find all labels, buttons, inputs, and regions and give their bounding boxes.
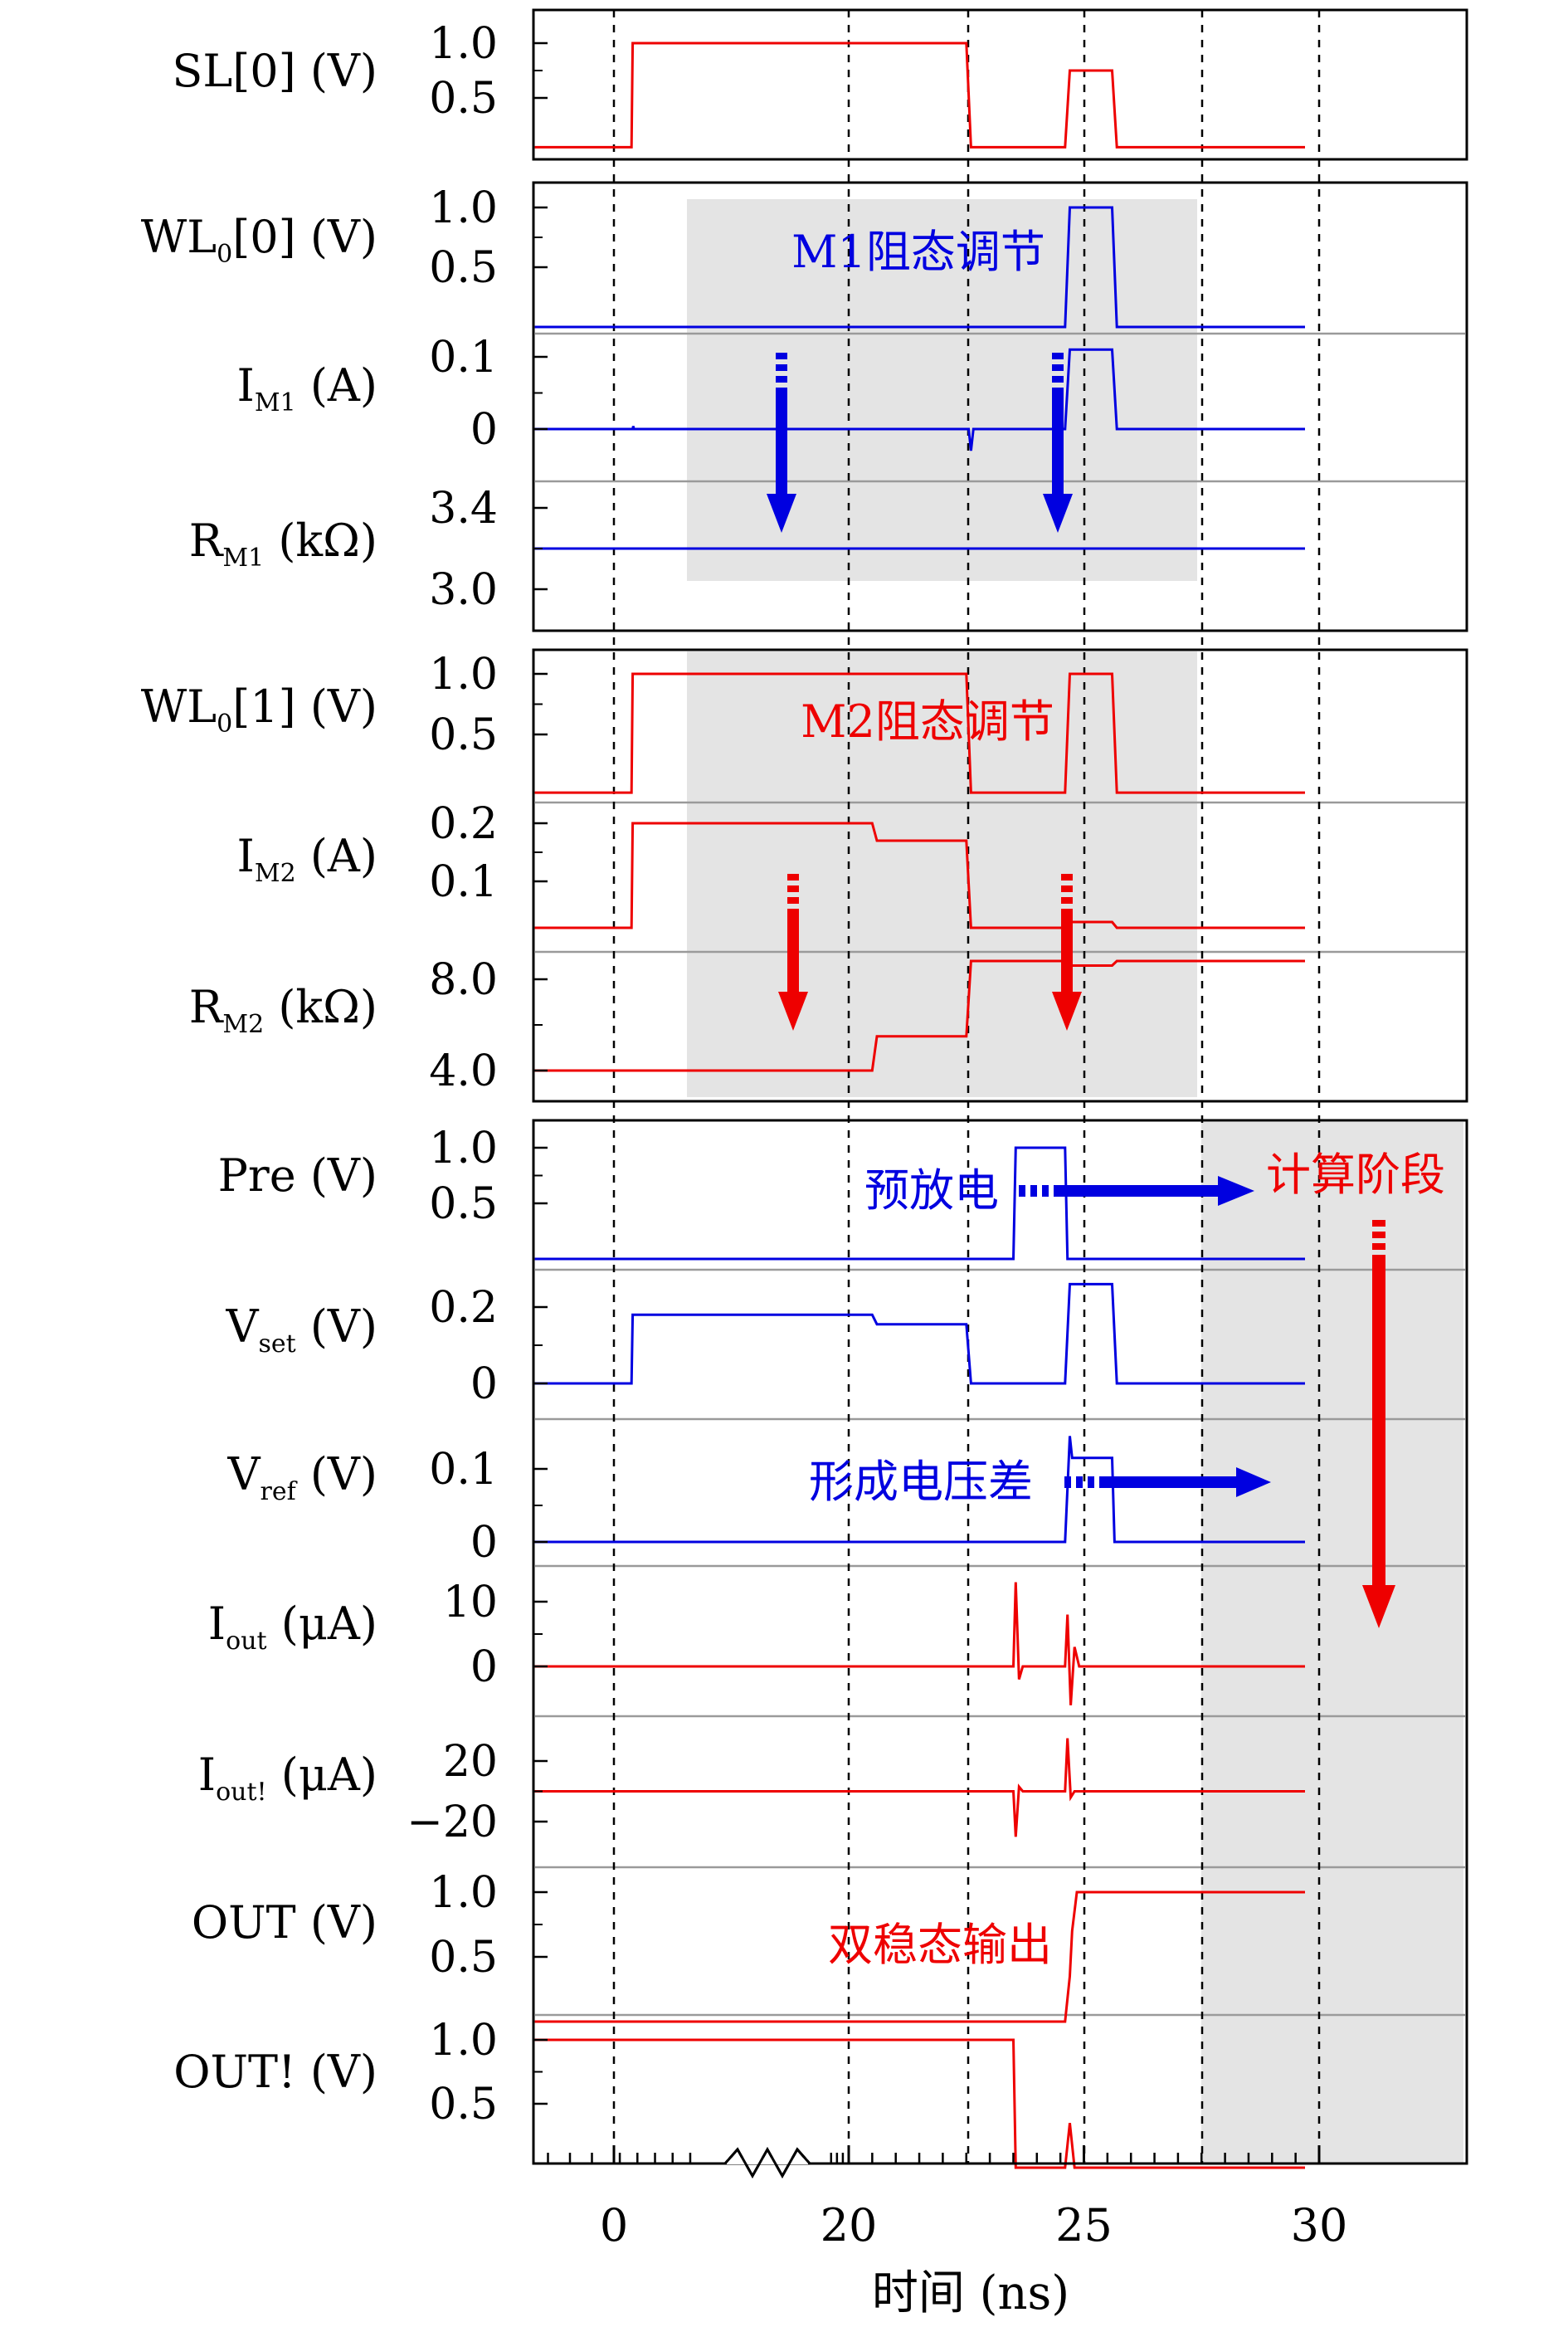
y-tick-label: 0.5 [429,1179,498,1229]
annotation-bistable: 双稳态输出 [828,1919,1052,1971]
m1-arrow-left [767,353,796,533]
annotation-voltage-diff: 形成电压差 [809,1456,1033,1508]
signal-label-5: IM2 (A) [237,830,377,888]
trace-2 [534,348,1305,451]
trace-8 [534,1282,1305,1385]
annotation-m1: M1阻态调节 [791,226,1045,278]
y-tick-label: 0.5 [429,1933,498,1983]
panel-sl [532,8,1468,161]
shade-m2-region [687,651,1197,1097]
shade-m1-region [687,199,1197,581]
signal-label-6: RM2 (kΩ) [189,981,377,1039]
signal-label-4: WL0[1] (V) [141,681,377,739]
y-tick-label: 0 [470,1642,498,1692]
m2-arrow-right [1052,874,1082,1031]
y-tick-label: 4.0 [429,1046,498,1096]
x-axis-label: 时间 (ns) [872,2266,1069,2320]
shaded-regions [687,199,1463,2164]
signal-label-2: IM1 (A) [237,359,377,417]
y-ticks: 1.00.51.00.50.103.43.01.00.50.20.18.04.0… [407,19,548,2129]
trace-7 [534,1146,1305,1261]
annotation-precharge: 预放电 [864,1164,999,1217]
y-tick-label: 1.0 [429,2016,498,2066]
y-tick-label: 1.0 [429,19,498,69]
signal-label-7: Pre (V) [218,1149,377,1202]
panel-compute [532,1119,1468,2165]
signal-label-0: SL[0] (V) [172,45,377,97]
signal-label-1: WL0[0] (V) [141,211,377,269]
annotation-m2: M2阻态调节 [801,695,1054,748]
y-tick-label: 0.2 [429,799,498,849]
y-tick-label: 1.0 [429,1868,498,1918]
y-tick-label: 0 [470,1518,498,1568]
y-tick-label: 0.5 [429,710,498,760]
trace-9 [534,1436,1305,1544]
y-tick-label: 10 [443,1578,498,1627]
y-tick-label: 0.2 [429,1283,498,1333]
panel-m1 [532,181,1468,632]
precharge-arrow [1019,1176,1254,1206]
compute-arrow [1362,1220,1395,1628]
signal-label-10: Iout (μA) [208,1598,377,1656]
signal-label-13: OUT! (V) [173,2046,377,2098]
trace-6 [534,959,1305,1072]
y-tick-label: 20 [443,1737,498,1787]
annotation-compute: 计算阶段 [1266,1149,1445,1201]
y-tick-label: 0.5 [429,74,498,124]
trace-13 [534,2038,1305,2169]
y-tick-label: 0.1 [429,857,498,907]
reference-lines [612,10,1321,2164]
trace-12 [534,1890,1305,2023]
signal-label-8: Vset (V) [225,1300,377,1359]
voltage-diff-arrow [1064,1467,1271,1497]
y-tick-label: 0 [470,1359,498,1409]
signal-label-11: Iout! (μA) [198,1749,377,1807]
track-separators [535,332,1465,2017]
y-tick-label: 0.5 [429,243,498,293]
y-tick-label: 1.0 [429,650,498,700]
y-tick-label: −20 [407,1798,498,1847]
x-tick-label: 20 [821,2199,878,2251]
x-tick-label: 25 [1055,2199,1113,2251]
panel-frames [532,8,1468,2165]
signal-label-3: RM1 (kΩ) [189,515,377,573]
signal-labels: SL[0] (V) WL0[0] (V) IM1 (A) RM1 (kΩ) WL0[1]… [141,45,377,2098]
signal-label-12: OUT (V) [192,1896,377,1949]
annotation-texts: M1阻态调节 M2阻态调节 预放电 计算阶段 形成电压差 双稳态输出 [791,226,1445,1971]
trace-4 [534,672,1305,794]
y-tick-label: 1.0 [429,1124,498,1173]
y-tick-label: 1.0 [429,183,498,233]
x-tick-label: 0 [600,2199,628,2251]
shade-compute-region [1201,1122,1463,2164]
x-tick-label: 30 [1291,2199,1348,2251]
trace-11 [534,1738,1305,1837]
signal-traces [534,41,1305,2169]
y-tick-label: 0.5 [429,2080,498,2129]
trace-1 [534,206,1305,329]
y-tick-label: 3.0 [429,565,498,615]
trace-10 [534,1582,1305,1705]
axis-break-gap [727,2158,808,2164]
m2-arrow-left [778,874,808,1031]
x-axis: 0 20 25 30 时间 (ns) [547,2145,1348,2320]
y-tick-label: 3.4 [429,484,498,534]
trace-0 [534,41,1305,149]
y-tick-label: 8.0 [429,955,498,1005]
m1-arrow-right [1043,353,1073,533]
y-tick-label: 0.1 [429,1445,498,1495]
panel-m2 [532,648,1468,1103]
annotation-arrows [767,353,1395,1628]
signal-label-9: Vref (V) [227,1448,378,1506]
y-tick-label: 0 [470,405,498,455]
trace-5 [534,822,1305,929]
y-tick-label: 0.1 [429,333,498,383]
